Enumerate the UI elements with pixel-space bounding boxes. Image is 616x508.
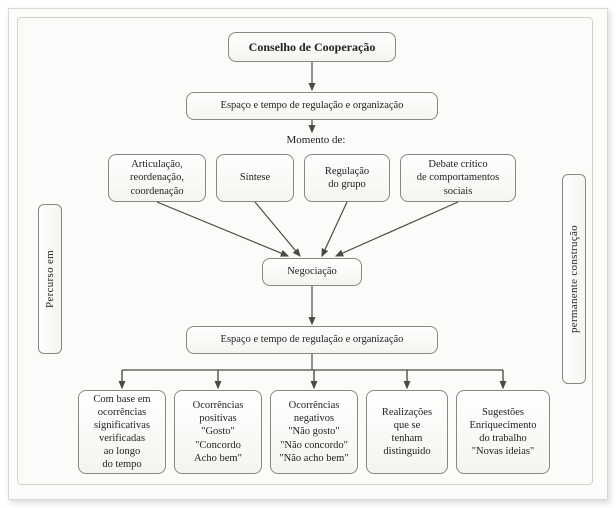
node-b1-text: Com base emocorrênciassignificativasveri…: [93, 393, 150, 472]
side-label-left-text: Percurso em: [44, 250, 56, 308]
side-label-right: permanente construção: [562, 174, 586, 384]
node-b5-text: SugestõesEnriquecimentodo trabalho"Novas…: [469, 406, 536, 459]
node-m1-text: Articulação,reordenação,coordenação: [130, 158, 184, 197]
node-m3-text: Regulaçãodo grupo: [325, 165, 369, 191]
node-negoc: Negociação: [262, 258, 362, 286]
node-m3: Regulaçãodo grupo: [304, 154, 390, 202]
node-regul2-text: Espaço e tempo de regulação e organizaçã…: [221, 333, 404, 346]
node-m1: Articulação,reordenação,coordenação: [108, 154, 206, 202]
side-label-left: Percurso em: [38, 204, 62, 354]
node-b5: SugestõesEnriquecimentodo trabalho"Novas…: [456, 390, 550, 474]
node-regul2: Espaço e tempo de regulação e organizaçã…: [186, 326, 438, 354]
node-m2-text: Síntese: [240, 171, 270, 184]
node-title: Conselho de Cooperação: [228, 32, 396, 62]
node-m4: Debate críticode comportamentossociais: [400, 154, 516, 202]
node-b3: Ocorrênciasnegativos"Não gosto""Não conc…: [270, 390, 358, 474]
node-b4-text: Realizaçõesque setenhamdistinguido: [382, 406, 432, 459]
node-negoc-text: Negociação: [287, 265, 337, 278]
momento-label: Momento de:: [276, 134, 356, 146]
node-b3-text: Ocorrênciasnegativos"Não gosto""Não conc…: [279, 399, 348, 465]
node-title-text: Conselho de Cooperação: [249, 40, 376, 55]
momento-label-text: Momento de:: [287, 134, 346, 146]
side-label-right-text: permanente construção: [568, 225, 580, 333]
node-b2-text: Ocorrênciaspositivas"Gosto""ConcordoAcho…: [193, 399, 244, 465]
node-b2: Ocorrênciaspositivas"Gosto""ConcordoAcho…: [174, 390, 262, 474]
outer-frame: Percurso em permanente construção Consel…: [8, 8, 608, 500]
node-b4: Realizaçõesque setenhamdistinguido: [366, 390, 448, 474]
diagram-frame: Percurso em permanente construção Consel…: [17, 17, 593, 485]
node-b1: Com base emocorrênciassignificativasveri…: [78, 390, 166, 474]
node-regul1-text: Espaço e tempo de regulação e organizaçã…: [221, 99, 404, 112]
node-regul1: Espaço e tempo de regulação e organizaçã…: [186, 92, 438, 120]
node-m4-text: Debate críticode comportamentossociais: [417, 158, 500, 197]
node-m2: Síntese: [216, 154, 294, 202]
